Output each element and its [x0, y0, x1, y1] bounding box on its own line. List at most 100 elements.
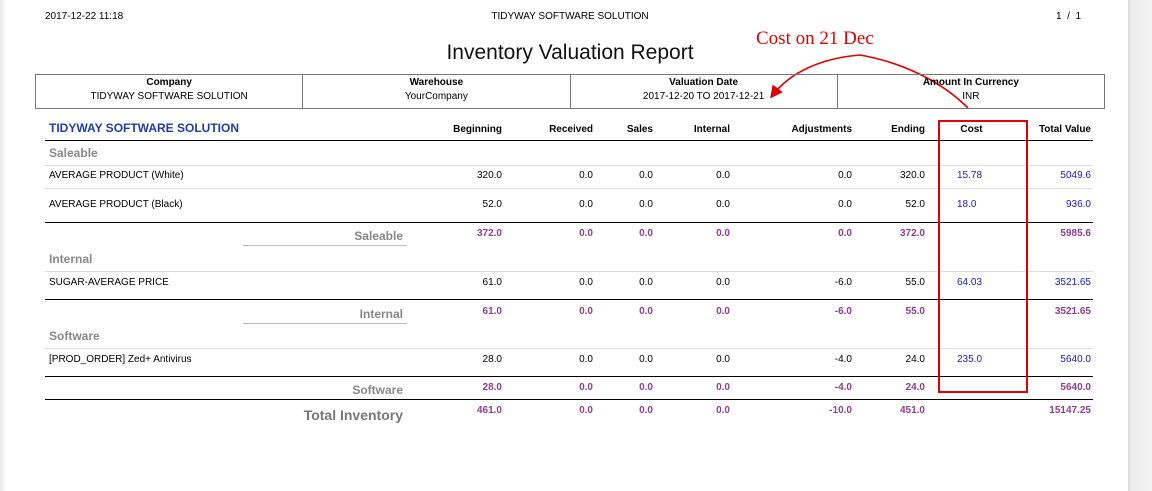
- cell-total-value: 936.0: [1065, 199, 1091, 210]
- cell-received: 0.0: [579, 199, 593, 210]
- cell-ending: 24.0: [905, 354, 925, 365]
- cell-internal: 0.0: [716, 405, 730, 416]
- cell-beginning: 28.0: [482, 382, 502, 393]
- cell-sales: 0.0: [639, 354, 653, 365]
- page-right-shadow: [1128, 0, 1152, 491]
- cell-received: 0.0: [579, 405, 593, 416]
- subtotal-label: Software: [352, 383, 403, 397]
- cell-total-value: 5985.6: [1060, 228, 1091, 239]
- row-rule: [45, 188, 1093, 189]
- cell-adjustments: 0.0: [838, 170, 852, 181]
- cell-adjustments: -4.0: [834, 354, 852, 365]
- cell-internal: 0.0: [716, 228, 730, 239]
- subtotal-label-rule: [243, 245, 407, 246]
- subtotal-rule: [45, 376, 1093, 377]
- category-title: Internal: [49, 252, 93, 266]
- cell-received: 0.0: [579, 382, 593, 393]
- cell-total-value: 3521.65: [1054, 277, 1091, 288]
- cell-sales: 0.0: [639, 228, 653, 239]
- cell-internal: 0.0: [716, 277, 730, 288]
- cell-adjustments: -6.0: [834, 277, 852, 288]
- cell-beginning: 61.0: [482, 277, 502, 288]
- info-valuation-date: Valuation Date 2017-12-20 TO 2017-12-21: [569, 75, 837, 108]
- page-current: 1: [1056, 11, 1062, 22]
- cell-received: 0.0: [579, 170, 593, 181]
- cell-ending: 372.0: [899, 228, 925, 239]
- annotation-line-to-cost: [859, 54, 969, 109]
- cell-received: 0.0: [579, 277, 593, 288]
- cell-ending: 52.0: [905, 199, 925, 210]
- cell-adjustments: 0.0: [838, 199, 852, 210]
- col-received: Received: [549, 124, 593, 135]
- info-warehouse: Warehouse YourCompany: [302, 75, 569, 108]
- cell-cost: 18.0: [957, 199, 977, 210]
- cost-highlight-box: [938, 120, 1028, 393]
- subtotal-label: Internal: [359, 307, 403, 321]
- page-separator: /: [1067, 11, 1070, 22]
- cell-internal: 0.0: [716, 170, 730, 181]
- print-datetime: 2017-12-22 11:18: [45, 11, 124, 22]
- col-adjustments: Adjustments: [791, 124, 852, 135]
- cell-beginning: 28.0: [482, 354, 502, 365]
- cell-received: 0.0: [579, 306, 593, 317]
- header-company: TIDYWAY SOFTWARE SOLUTION: [491, 11, 649, 22]
- cell-ending: 451.0: [899, 405, 925, 416]
- total-inventory-label: Total Inventory: [303, 407, 403, 423]
- cell-cost: 235.0: [957, 354, 983, 365]
- total-rule: [45, 399, 1093, 400]
- cell-internal: 0.0: [716, 306, 730, 317]
- cell-received: 0.0: [579, 228, 593, 239]
- cell-sales: 0.0: [639, 277, 653, 288]
- category-rule: [45, 348, 1093, 349]
- annotation-arrow-to-date: [770, 54, 861, 99]
- cell-ending: 320.0: [899, 170, 925, 181]
- product-name: AVERAGE PRODUCT (Black): [49, 199, 183, 210]
- page-total: 1: [1075, 11, 1082, 22]
- cell-beginning: 320.0: [476, 170, 502, 181]
- col-total-value: Total Value: [1038, 124, 1091, 135]
- cell-adjustments: -6.0: [834, 306, 852, 317]
- cell-cost: 64.03: [957, 277, 983, 288]
- cell-sales: 0.0: [639, 382, 653, 393]
- cell-ending: 55.0: [905, 306, 925, 317]
- info-company: Company TIDYWAY SOFTWARE SOLUTION: [90, 77, 248, 102]
- page-left-edge: [0, 0, 6, 491]
- cell-adjustments: -10.0: [829, 405, 852, 416]
- product-name: AVERAGE PRODUCT (White): [49, 170, 184, 181]
- info-currency: Amount In Currency INR: [836, 75, 1104, 108]
- col-ending: Ending: [891, 124, 925, 135]
- cell-ending: 24.0: [905, 382, 925, 393]
- cell-internal: 0.0: [716, 199, 730, 210]
- cell-sales: 0.0: [639, 199, 653, 210]
- cell-total-value: 15147.25: [1049, 405, 1091, 416]
- col-cost: Cost: [960, 124, 983, 135]
- category-title: Software: [49, 329, 100, 343]
- cell-received: 0.0: [579, 354, 593, 365]
- cell-sales: 0.0: [639, 306, 653, 317]
- subtotal-label: Saleable: [354, 229, 403, 243]
- subtotal-rule: [45, 222, 1093, 223]
- category-title: Saleable: [49, 146, 98, 160]
- cell-total-value: 5049.6: [1060, 170, 1091, 181]
- cell-internal: 0.0: [716, 354, 730, 365]
- cell-beginning: 461.0: [476, 405, 502, 416]
- subtotal-label-rule: [243, 323, 407, 324]
- cell-cost: 15.78: [957, 170, 983, 181]
- cell-adjustments: 0.0: [838, 228, 852, 239]
- cell-sales: 0.0: [639, 170, 653, 181]
- col-beginning: Beginning: [453, 124, 502, 135]
- annotation-text: Cost on 21 Dec: [756, 28, 874, 49]
- table-company-title: TIDYWAY SOFTWARE SOLUTION: [49, 121, 240, 135]
- product-name: [PROD_ORDER] Zed+ Antivirus: [49, 354, 192, 365]
- subtotal-rule: [45, 299, 1093, 300]
- cell-total-value: 5640.0: [1060, 354, 1091, 365]
- cell-internal: 0.0: [716, 382, 730, 393]
- header-rule: [45, 140, 1093, 141]
- cell-total-value: 5640.0: [1060, 382, 1091, 393]
- category-rule: [45, 271, 1093, 272]
- cell-total-value: 3521.65: [1054, 306, 1091, 317]
- report-title: Inventory Valuation Report: [446, 41, 694, 64]
- report-info-table: Company TIDYWAY SOFTWARE SOLUTION Wareho…: [35, 74, 1105, 109]
- cell-beginning: 372.0: [476, 228, 502, 239]
